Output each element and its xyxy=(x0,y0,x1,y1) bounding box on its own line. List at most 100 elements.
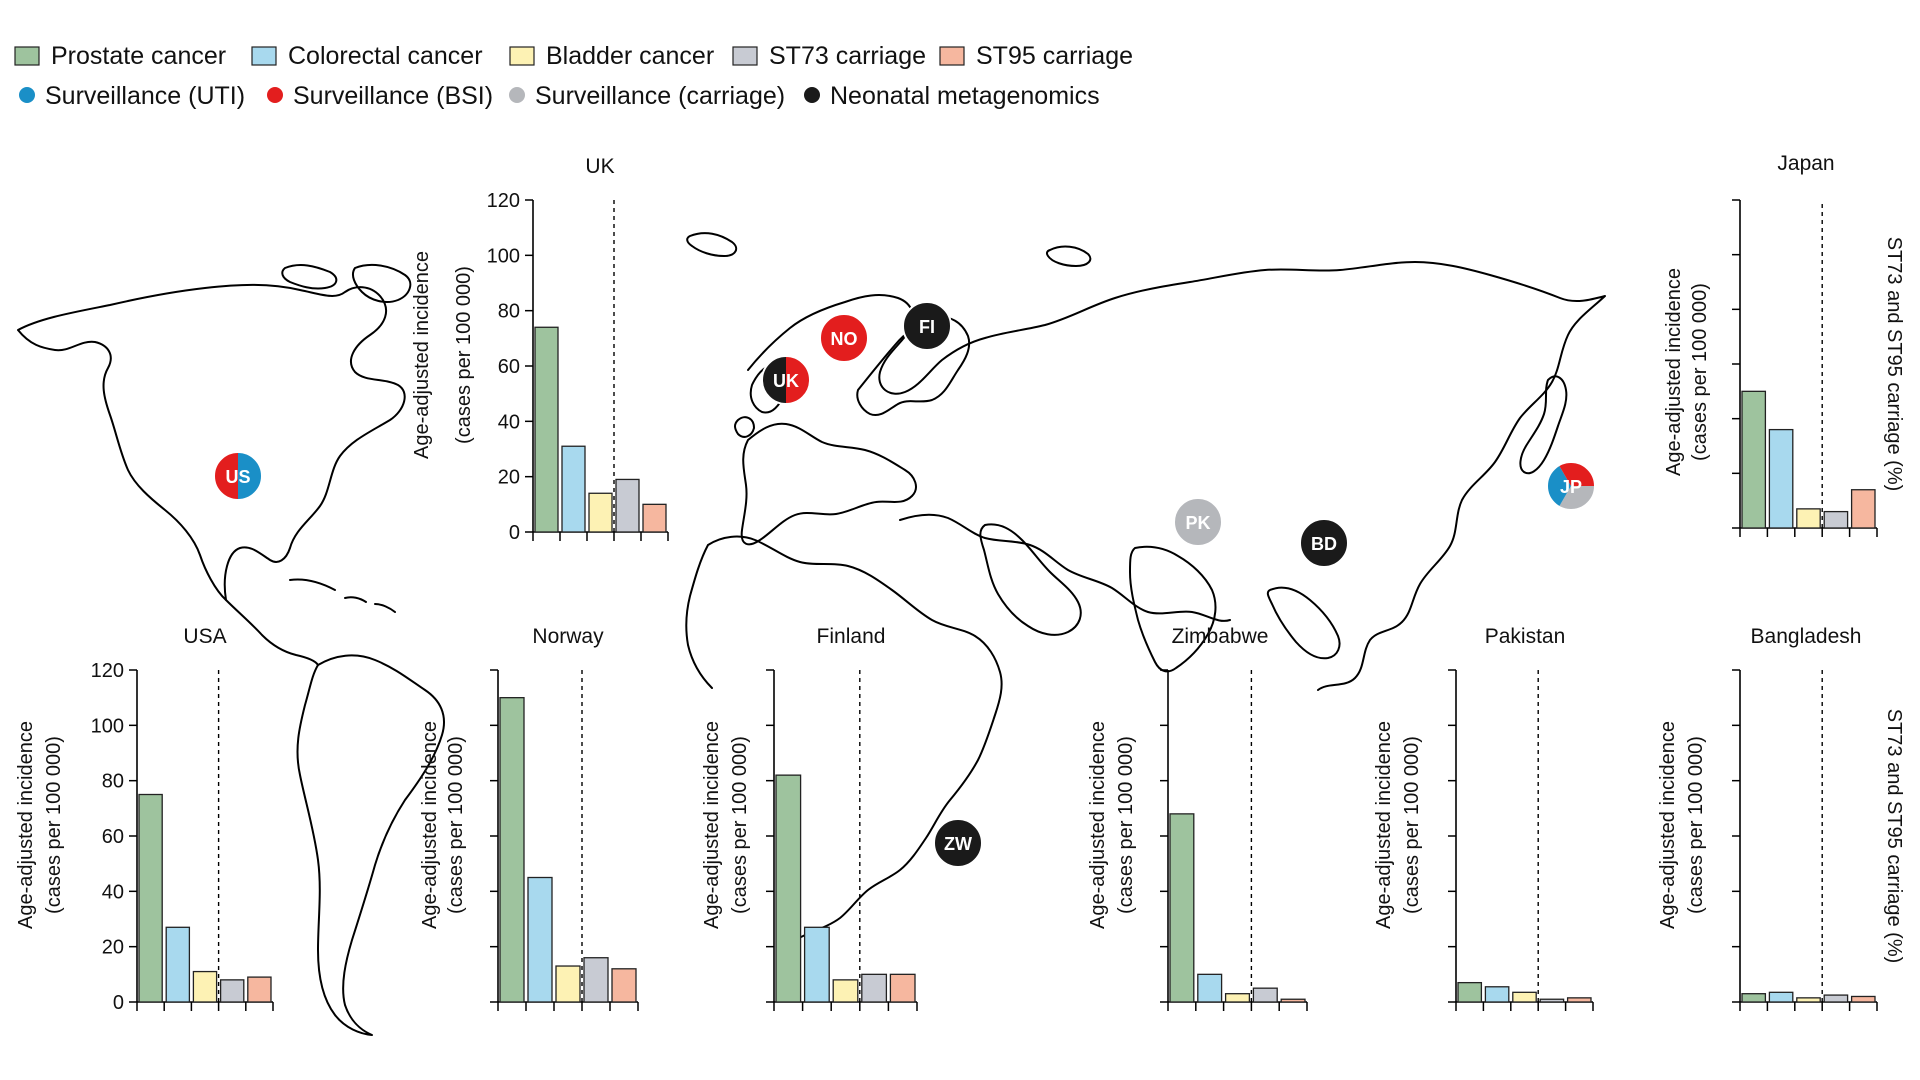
bar-bladder xyxy=(1796,997,1821,1003)
legend-dot xyxy=(509,87,525,103)
legend-dot xyxy=(804,87,820,103)
bar-st95 xyxy=(642,503,667,533)
legend-label: Neonatal metagenomics xyxy=(830,82,1100,110)
legend-swatch xyxy=(732,46,758,66)
y-axis-label: Age-adjusted incidence (cases per 100 000… xyxy=(1663,268,1711,476)
y-tick-label: 100 xyxy=(487,245,520,267)
bar-st95 xyxy=(1850,489,1876,529)
marker-label: ZW xyxy=(944,834,972,854)
chart-finland: Finland Age-adjusted incidence (cases per … xyxy=(701,625,918,1011)
legend-label: Bladder cancer xyxy=(546,42,714,70)
y-tick-label: 80 xyxy=(102,771,124,793)
map-japan xyxy=(1519,375,1568,475)
chart-japan: Japan Age-adjusted incidence (cases per 10… xyxy=(1663,152,1905,537)
chart-pakistan: Pakistan Age-adjusted incidence (cases per… xyxy=(1373,625,1594,1011)
bar-st95 xyxy=(889,973,916,1003)
y-axis-label: Age-adjusted incidence (cases per 100 000… xyxy=(419,721,467,929)
bar-st73 xyxy=(615,478,640,533)
y-axis-label-line1: Age-adjusted incidence xyxy=(419,721,441,929)
bar-bladder xyxy=(832,979,859,1003)
map-marker-zw: ZW xyxy=(933,818,983,868)
bar-prostate xyxy=(1741,993,1767,1003)
marker-label: BD xyxy=(1311,534,1337,554)
marker-segment xyxy=(762,356,786,404)
map-marker-bd: BD xyxy=(1299,518,1349,568)
marker-label: US xyxy=(225,467,250,487)
chart-title: UK xyxy=(585,155,614,178)
chart-bangladesh: Bangladesh Age-adjusted incidence (cases p… xyxy=(1657,625,1905,1011)
chart-title: Finland xyxy=(817,625,886,648)
chart-uk: UK 0 20 40 60 80 100 120 Age-adjusted incidence (… xyxy=(411,155,669,544)
legend: Prostate cancer Colorectal cancer Bladder … xyxy=(14,42,1133,110)
y-axis-label: Age-adjusted incidence (cases per 100 000… xyxy=(1373,721,1423,929)
map-marker-fi: FI xyxy=(902,301,952,351)
marker-label: NO xyxy=(831,329,858,349)
bar-bladder xyxy=(192,970,218,1003)
y-tick-label: 60 xyxy=(498,356,520,378)
marker-ring xyxy=(761,355,811,405)
legend-label: ST73 carriage xyxy=(769,42,926,70)
bar-prostate xyxy=(1741,390,1767,529)
legend-dot xyxy=(267,87,283,103)
chart-title: Bangladesh xyxy=(1751,625,1862,648)
legend-swatch xyxy=(14,46,40,66)
bar-st73 xyxy=(1823,510,1849,529)
y-tick-label: 100 xyxy=(91,715,124,737)
y-axis-label-line2: (cases per 100 000) xyxy=(1689,283,1711,461)
chart-zimbabwe: Zimbabwe Age-adjusted incidence (cases per… xyxy=(1087,625,1308,1011)
y-axis-label: Age-adjusted incidence (cases per 100 000… xyxy=(1657,721,1707,929)
bar-colorectal xyxy=(527,876,553,1003)
marker-segment xyxy=(934,819,982,867)
world-map xyxy=(17,232,1606,1036)
marker-segment xyxy=(1174,498,1222,546)
legend-label: ST95 carriage xyxy=(976,42,1133,70)
y-tick-label: 60 xyxy=(102,826,124,848)
y-axis-label-line2: (cases per 100 000) xyxy=(1115,736,1137,914)
y-axis-label-line2: (cases per 100 000) xyxy=(1401,736,1423,914)
marker-ring xyxy=(902,301,952,351)
legend-swatch xyxy=(509,46,535,66)
legend-dot xyxy=(19,87,35,103)
right-axis-label: ST73 and ST95 carriage (%) xyxy=(1883,709,1905,964)
map-marker-uk: UK xyxy=(761,355,811,405)
legend-label: Colorectal cancer xyxy=(288,42,483,70)
map-small-islands xyxy=(686,232,1092,267)
map-marker-pk: PK xyxy=(1173,497,1223,547)
bar-st95 xyxy=(247,976,272,1003)
y-axis-label-line1: Age-adjusted incidence xyxy=(15,721,37,929)
marker-label: FI xyxy=(919,317,935,337)
y-tick-label: 20 xyxy=(102,937,124,959)
bar-prostate xyxy=(534,326,559,533)
bar-st73 xyxy=(1539,998,1565,1003)
bar-colorectal xyxy=(803,926,830,1003)
marker-label: JP xyxy=(1560,477,1582,497)
bar-colorectal xyxy=(1768,991,1794,1003)
bar-prostate xyxy=(138,793,163,1003)
y-tick-label: 40 xyxy=(498,411,520,433)
y-axis-label-line2: (cases per 100 000) xyxy=(1685,736,1707,914)
chart-title: Norway xyxy=(532,625,604,648)
bar-st95 xyxy=(1280,998,1306,1003)
legend-label: Surveillance (carriage) xyxy=(535,82,785,110)
bar-prostate xyxy=(499,697,525,1003)
chart-title: Pakistan xyxy=(1485,625,1566,648)
bar-bladder xyxy=(1512,991,1537,1003)
marker-ring xyxy=(213,451,263,501)
y-tick-label: 0 xyxy=(509,522,520,544)
bar-colorectal xyxy=(561,445,586,533)
map-eurasia xyxy=(747,261,1606,691)
map-central-america xyxy=(225,599,319,666)
marker-ring xyxy=(1173,497,1223,547)
y-tick-label: 80 xyxy=(498,301,520,323)
bar-colorectal xyxy=(1197,973,1223,1003)
y-axis-label: Age-adjusted incidence (cases per 100 000… xyxy=(411,251,475,459)
chart-title: USA xyxy=(183,625,226,648)
bar-st95 xyxy=(1566,997,1592,1003)
map-caribbean xyxy=(289,578,396,613)
y-axis-label-line1: Age-adjusted incidence xyxy=(701,721,723,929)
bar-colorectal xyxy=(165,926,191,1003)
y-axis-label-line2: (cases per 100 000) xyxy=(453,266,475,444)
bar-st73 xyxy=(219,979,245,1003)
map-south-america xyxy=(296,654,445,1036)
